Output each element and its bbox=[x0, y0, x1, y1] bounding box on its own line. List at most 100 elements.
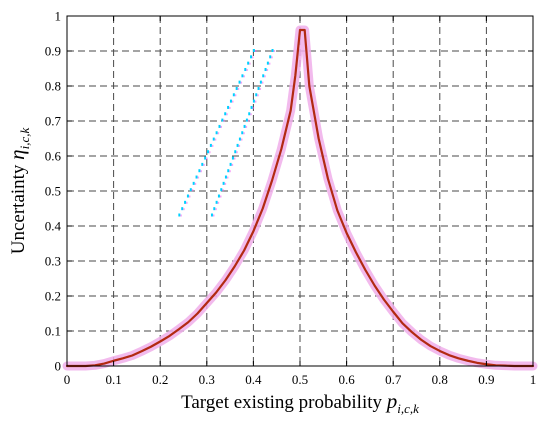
dotted-mark bbox=[238, 144, 241, 147]
dotted-mark bbox=[245, 118, 248, 122]
dotted-mark bbox=[234, 94, 237, 97]
dotted-mark bbox=[218, 124, 221, 128]
dotted-mark bbox=[250, 55, 253, 59]
dotted-mark bbox=[250, 113, 252, 116]
dotted-mark bbox=[262, 74, 265, 78]
dotted-mark bbox=[238, 137, 241, 141]
dotted-mark bbox=[201, 162, 204, 166]
dotted-mark bbox=[217, 194, 220, 198]
dotted-mark bbox=[254, 50, 257, 52]
x-tick-label: 0.5 bbox=[292, 372, 308, 387]
dotted-mark bbox=[244, 67, 247, 71]
y-axis-title-subscript: i,c,k bbox=[17, 128, 32, 150]
dotted-mark bbox=[252, 56, 254, 59]
dotted-mark bbox=[237, 87, 240, 90]
dotted-mark bbox=[240, 81, 243, 84]
dotted-mark bbox=[211, 144, 214, 147]
dotted-mark bbox=[247, 119, 250, 122]
dotted-mark bbox=[261, 81, 264, 84]
dotted-mark bbox=[207, 150, 210, 154]
y-tick-label: 0.1 bbox=[45, 324, 61, 339]
dotted-mark bbox=[257, 94, 259, 97]
x-axis-title: Target existing probability pi,c,k bbox=[181, 389, 419, 416]
dotted-mark bbox=[229, 162, 232, 166]
dotted-mark bbox=[269, 55, 272, 59]
dotted-mark bbox=[224, 175, 227, 179]
x-tick-label: 0.3 bbox=[199, 372, 215, 387]
x-tick-label: 0.8 bbox=[432, 372, 448, 387]
dotted-mark bbox=[236, 151, 238, 154]
x-axis-title-text: Target existing probability bbox=[181, 392, 387, 413]
y-tick-label: 0.5 bbox=[45, 184, 61, 199]
dotted-mark bbox=[215, 208, 217, 211]
dotted-mark bbox=[229, 99, 232, 103]
dotted-mark bbox=[241, 131, 244, 135]
dotted-mark bbox=[254, 100, 257, 103]
dotted-mark bbox=[215, 200, 218, 204]
x-tick-label: 0 bbox=[64, 372, 71, 387]
y-axis-title: Uncertainty ηi,c,k bbox=[5, 128, 32, 255]
dotted-mark bbox=[233, 157, 236, 160]
dotted-mark bbox=[259, 80, 262, 84]
dotted-mark bbox=[192, 181, 195, 185]
dotted-mark bbox=[240, 138, 243, 141]
dotted-mark bbox=[257, 86, 260, 90]
dotted-mark bbox=[212, 137, 215, 141]
dotted-mark bbox=[204, 156, 207, 160]
dotted-mark bbox=[243, 124, 246, 128]
dotted-mark bbox=[194, 182, 197, 185]
x-tick-label: 0.2 bbox=[152, 372, 168, 387]
dotted-mark bbox=[238, 80, 241, 84]
dotted-mark bbox=[181, 207, 184, 211]
x-axis-title-subscript: i,c,k bbox=[397, 401, 419, 416]
dotted-mark bbox=[209, 143, 212, 147]
dotted-mark bbox=[259, 87, 262, 90]
dotted-mark bbox=[189, 188, 192, 192]
dotted-mark bbox=[246, 68, 248, 71]
dotted-mark-annotations bbox=[178, 49, 276, 217]
dotted-mark bbox=[209, 151, 211, 154]
y-tick-label: 0.4 bbox=[45, 219, 62, 234]
dotted-mark bbox=[234, 150, 237, 154]
dotted-mark bbox=[206, 157, 208, 160]
dotted-mark bbox=[226, 113, 228, 116]
dotted-mark bbox=[186, 194, 189, 198]
y-tick-label: 0 bbox=[55, 359, 62, 374]
dotted-mark bbox=[268, 62, 271, 65]
y-tick-label: 1 bbox=[55, 9, 62, 24]
dotted-mark bbox=[226, 176, 229, 179]
dotted-mark bbox=[191, 189, 194, 192]
dotted-mark bbox=[197, 176, 200, 179]
x-tick-label: 0.9 bbox=[478, 372, 494, 387]
dotted-mark bbox=[224, 182, 227, 185]
dotted-mark bbox=[217, 201, 220, 204]
dotted-mark bbox=[243, 132, 245, 135]
x-tick-label: 0.4 bbox=[245, 372, 262, 387]
y-tick-label: 0.3 bbox=[45, 254, 61, 269]
dotted-mark bbox=[203, 163, 205, 166]
x-tick-label: 0.7 bbox=[385, 372, 402, 387]
y-tick-label: 0.2 bbox=[45, 289, 61, 304]
dotted-mark bbox=[252, 49, 255, 52]
dotted-mark bbox=[235, 86, 238, 90]
y-axis-title-symbol: η bbox=[5, 149, 29, 159]
dotted-mark bbox=[236, 143, 239, 147]
dotted-mark bbox=[183, 208, 185, 211]
dotted-mark bbox=[231, 100, 234, 103]
dotted-mark bbox=[195, 175, 198, 179]
dotted-mark bbox=[248, 112, 251, 116]
dotted-mark bbox=[223, 119, 225, 122]
dotted-mark bbox=[186, 201, 188, 204]
y-axis-title-text: Uncertainty bbox=[8, 160, 29, 254]
dotted-mark bbox=[231, 156, 234, 160]
dotted-mark bbox=[215, 131, 218, 135]
dotted-mark bbox=[220, 125, 222, 128]
x-axis-title-symbol: p bbox=[385, 389, 398, 413]
dotted-mark bbox=[266, 68, 269, 71]
dotted-mark bbox=[252, 99, 255, 103]
dotted-mark bbox=[221, 118, 224, 122]
dotted-mark bbox=[264, 67, 267, 71]
dotted-mark bbox=[266, 61, 269, 65]
